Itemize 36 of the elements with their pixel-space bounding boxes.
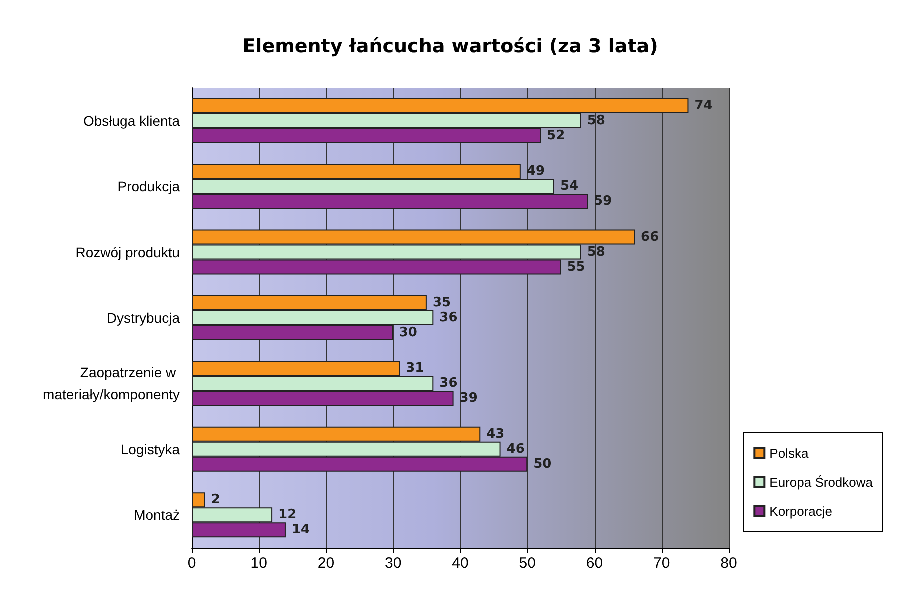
legend-label: Polska [770, 446, 810, 461]
data-label: 31 [406, 361, 424, 376]
x-tick-label: 80 [720, 555, 738, 572]
y-tick-label: Rozwój produktu [76, 244, 180, 260]
data-label: 50 [534, 456, 552, 472]
x-tick-label: 0 [188, 555, 196, 572]
data-label: 36 [440, 376, 458, 392]
legend-label: Korporacje [770, 504, 833, 519]
data-label: 66 [641, 230, 660, 245]
data-label: 12 [278, 508, 297, 523]
y-tick-label: Obsługa klienta [83, 112, 180, 129]
x-tick-label: 60 [586, 555, 604, 572]
data-label: 36 [440, 310, 458, 326]
data-label: 46 [506, 442, 525, 457]
x-tick-label: 70 [654, 555, 670, 572]
data-label: 52 [547, 128, 566, 144]
x-tick-label: 50 [519, 555, 536, 572]
legend-label: Europa Środkowa [770, 475, 874, 490]
data-label: 74 [694, 98, 713, 114]
data-label: 14 [292, 522, 310, 538]
y-tick-label: Dystrybucja [106, 310, 180, 326]
y-tick-label: Produkcja [118, 178, 180, 195]
data-label: 30 [399, 326, 418, 340]
x-tick-label: 30 [385, 555, 402, 572]
data-label: 54 [560, 179, 579, 194]
data-label: 35 [432, 296, 452, 310]
x-tick-label: 40 [452, 555, 469, 572]
y-tick-label: Montaż [134, 507, 180, 524]
x-tick-label: 10 [250, 555, 268, 572]
x-tick-label: 20 [318, 555, 335, 572]
data-label: 55 [567, 260, 586, 275]
data-label: 43 [486, 426, 505, 442]
y-tick-label: Zaopatrzenie w materiały/komponenty [43, 364, 180, 403]
data-label: 2 [211, 492, 220, 508]
y-tick-label: Logistyka [120, 441, 180, 458]
chart-title: Elementy łańcucha wartości (za 3 lata) [242, 36, 658, 58]
